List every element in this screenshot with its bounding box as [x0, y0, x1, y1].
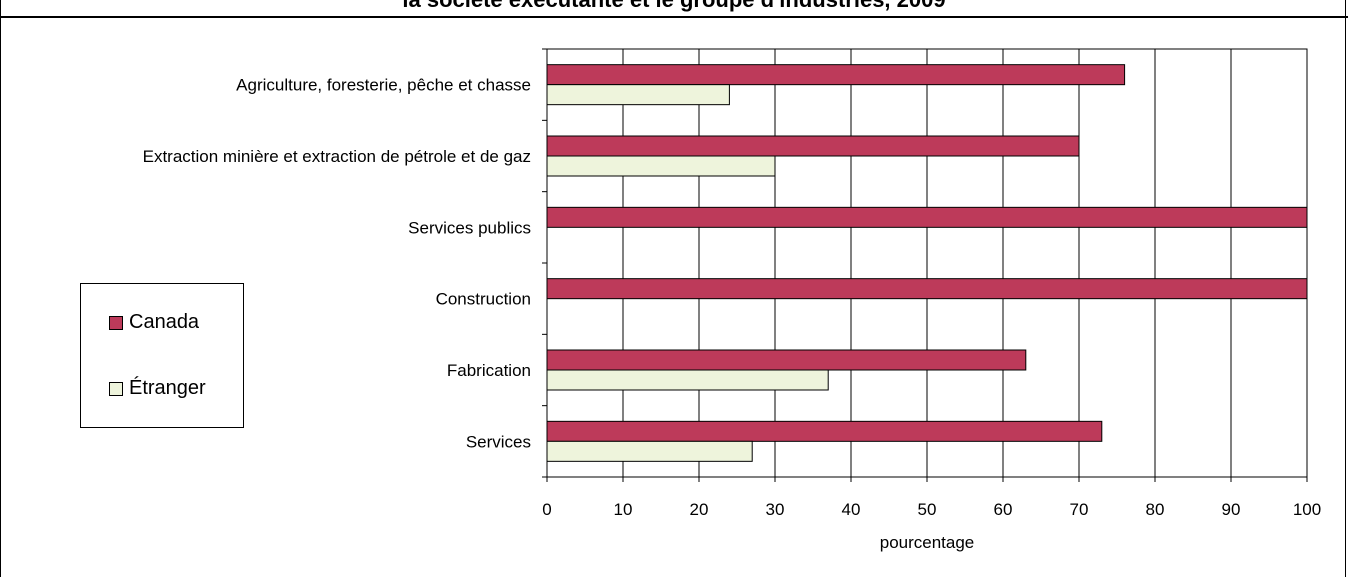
chart-title: la société exécutante et le groupe d'ind…	[0, 0, 1348, 13]
grid-lines	[546, 49, 1308, 482]
x-tick-label: 70	[1070, 500, 1089, 519]
legend-item-etranger: Étranger	[109, 377, 206, 400]
legend-swatch-canada	[109, 315, 123, 330]
category-labels: Agriculture, foresterie, pêche et chasse…	[143, 76, 531, 452]
legend-label-canada: Canada	[129, 311, 200, 333]
bar-canada	[546, 278, 1308, 300]
bar-canada	[546, 64, 1126, 86]
x-tick-label: 40	[842, 500, 861, 519]
bar-etranger	[546, 440, 753, 462]
category-label: Fabrication	[447, 361, 531, 380]
legend: Canada Étranger	[80, 283, 244, 428]
category-label: Agriculture, foresterie, pêche et chasse	[236, 76, 531, 95]
bar-canada	[546, 349, 1027, 371]
category-label: Construction	[436, 290, 531, 309]
x-tick-label: 90	[1222, 500, 1241, 519]
bar-etranger	[546, 84, 730, 106]
title-band: la société exécutante et le groupe d'ind…	[0, 0, 1348, 18]
legend-swatch-etranger	[109, 381, 123, 396]
x-tick-label: 30	[766, 500, 785, 519]
x-tick-label: 50	[918, 500, 937, 519]
x-tick-label: 100	[1293, 500, 1321, 519]
x-tick-labels: 0 10 20 30 40 50 60 70 80 90 100	[542, 500, 1321, 519]
legend-label-etranger: Étranger	[129, 377, 206, 399]
bar-canada	[546, 420, 1103, 442]
x-tick-label: 80	[1146, 500, 1165, 519]
category-label: Services publics	[408, 218, 531, 237]
x-tick-label: 20	[690, 500, 709, 519]
bar-etranger	[546, 369, 829, 391]
x-axis-label: pourcentage	[880, 533, 975, 552]
x-tick-label: 0	[542, 500, 551, 519]
x-tick-label: 10	[614, 500, 633, 519]
x-tick-label: 60	[994, 500, 1013, 519]
legend-item-canada: Canada	[109, 311, 199, 334]
category-label: Extraction minière et extraction de pétr…	[143, 147, 531, 166]
bar-etranger	[546, 155, 776, 177]
category-label: Services	[466, 432, 531, 451]
bar-canada	[546, 135, 1080, 157]
bars	[542, 48, 1308, 478]
bar-canada	[546, 206, 1308, 228]
